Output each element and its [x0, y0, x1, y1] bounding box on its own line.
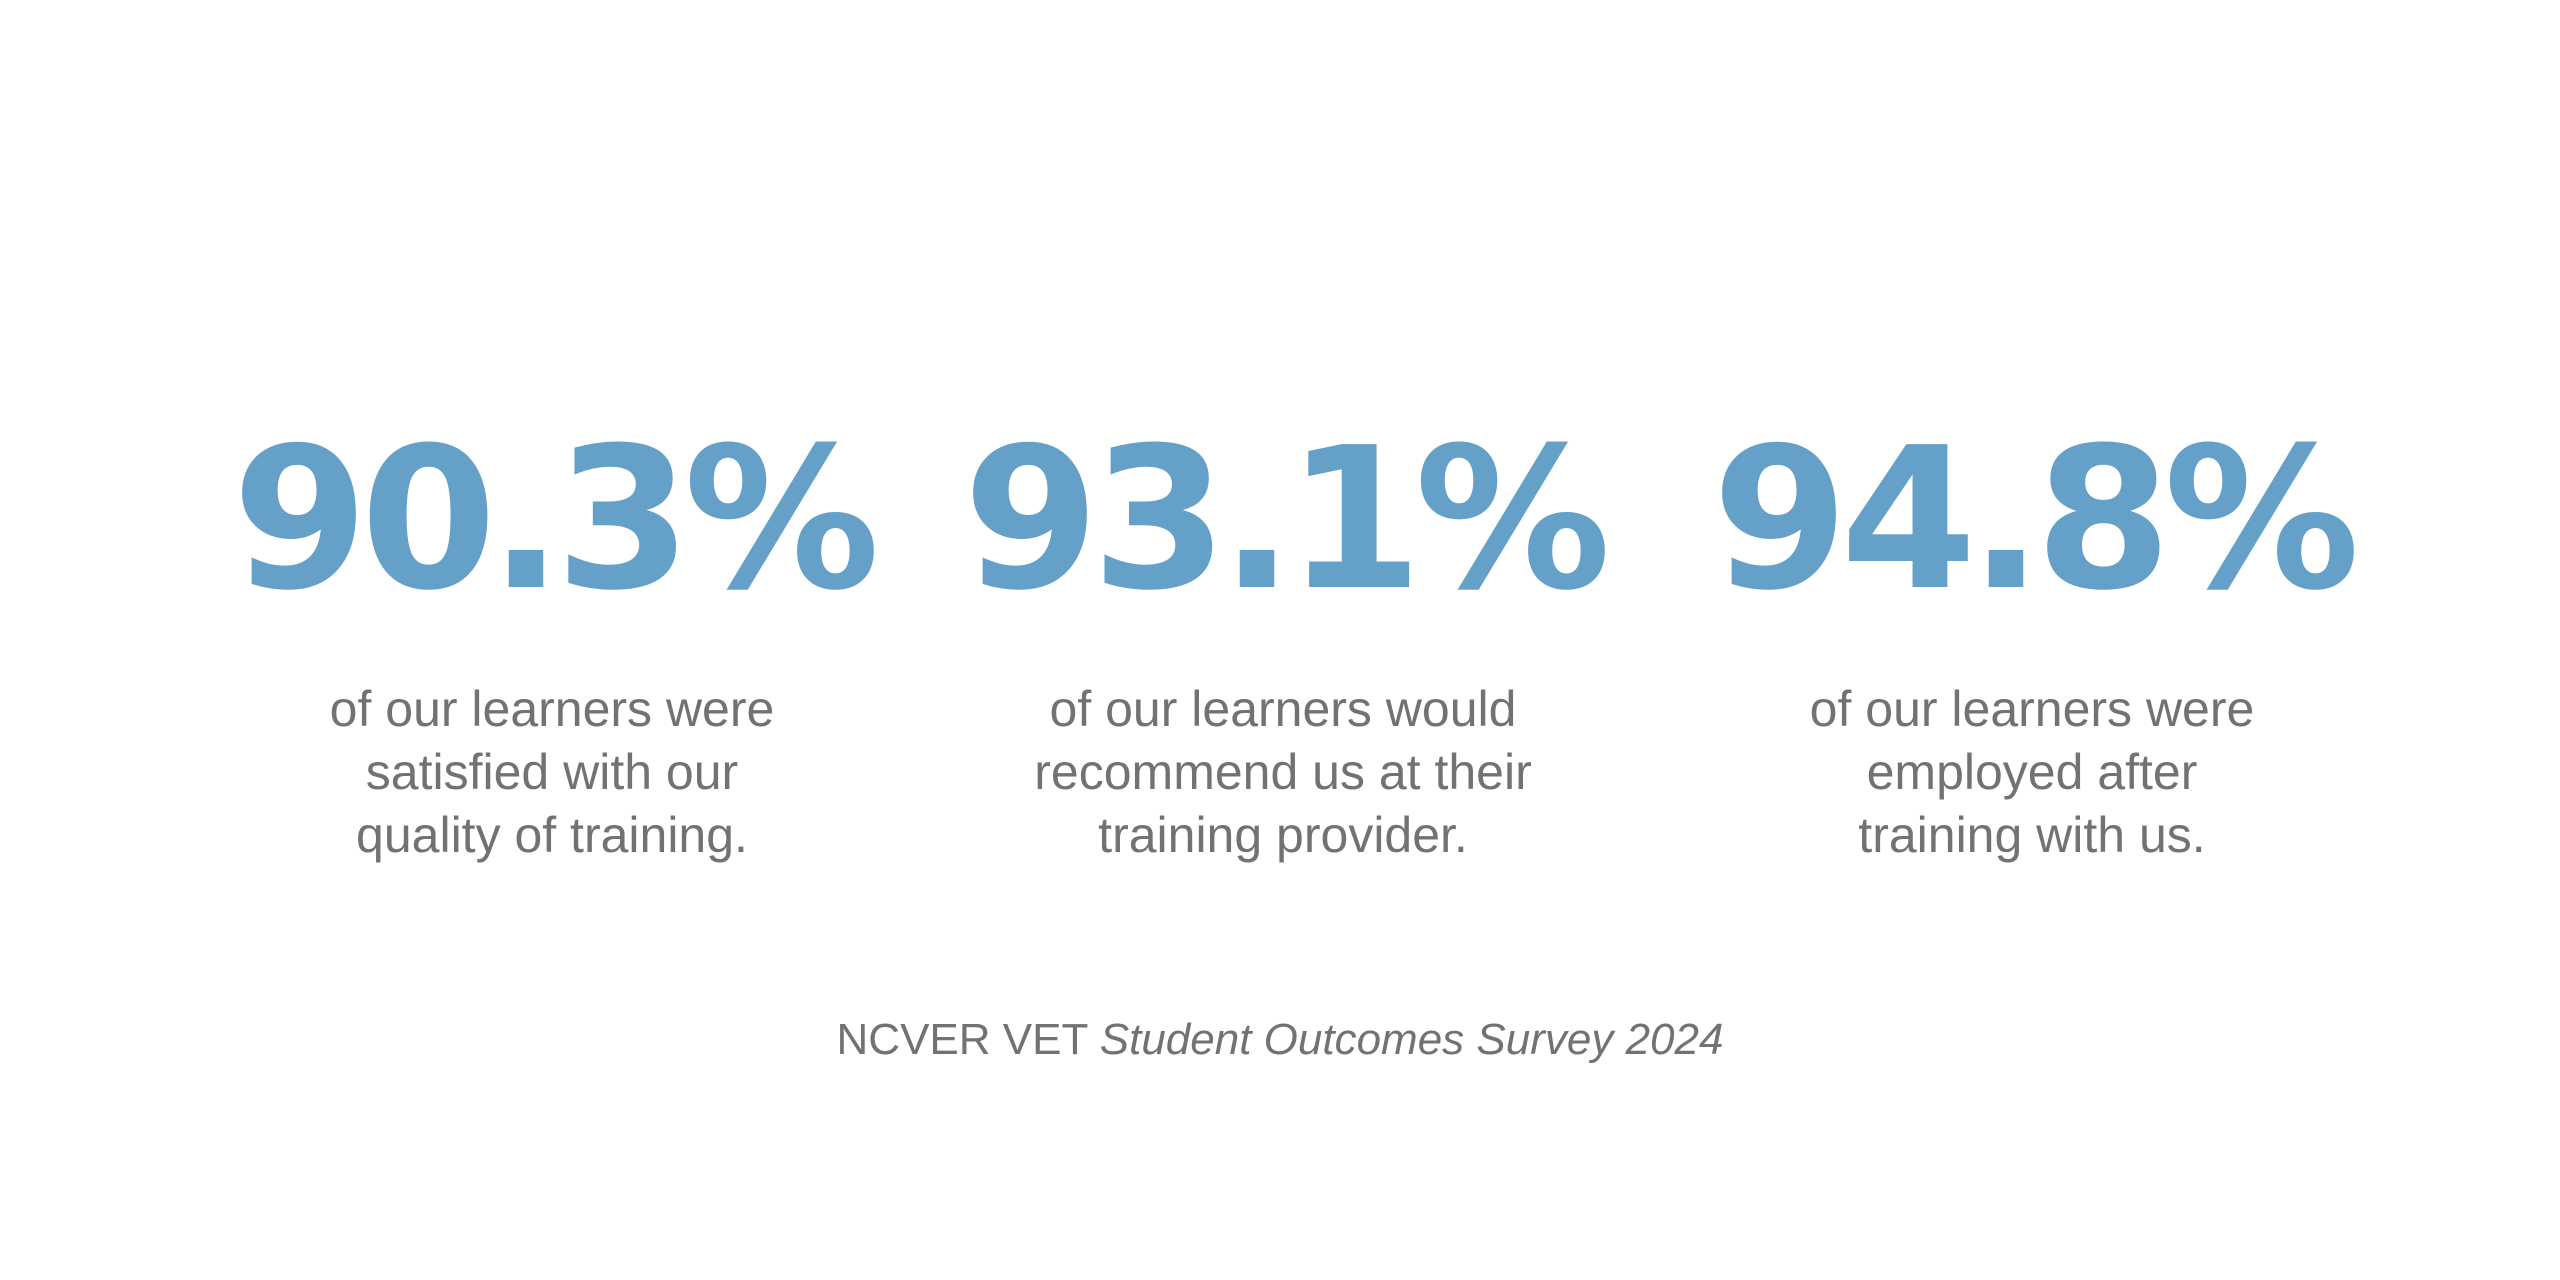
stat-value: 93.1% — [963, 406, 1611, 634]
stat-satisfaction: 90.3% of our learners were satisfied wit… — [172, 420, 932, 867]
stats-row: 90.3% of our learners were satisfied wit… — [0, 420, 2560, 880]
stat-caption: of our learners were satisfied with our … — [329, 681, 775, 863]
source-prefix: NCVER VET — [836, 1015, 1100, 1064]
source-title: Student Outcomes Survey 2024 — [1099, 1015, 1724, 1064]
source-citation: NCVER VET Student Outcomes Survey 2024 — [0, 1010, 2560, 1070]
stat-value: 90.3% — [232, 406, 880, 634]
stat-caption: of our learners were employed after trai… — [1809, 681, 2255, 863]
stat-employment: 94.8% of our learners were employed afte… — [1652, 420, 2412, 867]
stat-value: 94.8% — [1712, 406, 2360, 634]
stat-recommendation: 93.1% of our learners would recommend us… — [903, 420, 1663, 867]
stat-caption: of our learners would recommend us at th… — [1034, 681, 1532, 863]
